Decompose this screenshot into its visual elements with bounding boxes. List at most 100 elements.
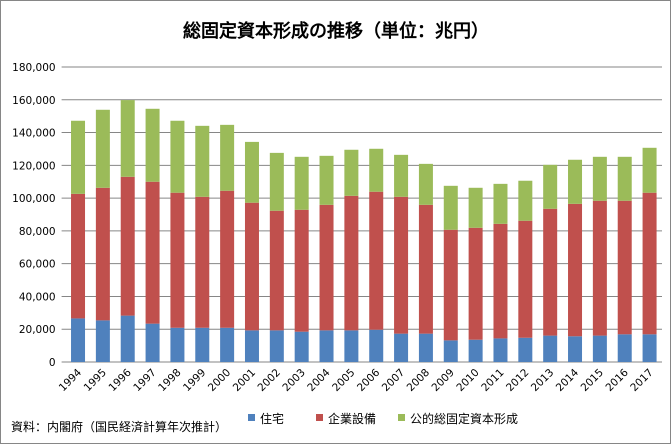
bar-segment-housing xyxy=(518,337,533,362)
bar-segment-public xyxy=(369,148,384,192)
bar-segment-corporate xyxy=(145,181,160,324)
x-tick-label: 2005 xyxy=(330,367,357,394)
y-tick-label: 140,000 xyxy=(12,128,55,140)
x-tick-label: 2001 xyxy=(231,367,258,394)
x-tick-label: 2000 xyxy=(206,367,233,394)
chart-title: 総固定資本形成の推移（単位：兆円） xyxy=(183,20,489,42)
bar-segment-corporate xyxy=(642,192,657,335)
bar-segment-public xyxy=(170,120,185,193)
bar-segment-housing xyxy=(71,318,86,362)
bar-segment-corporate xyxy=(418,204,433,334)
y-tick-label: 40,000 xyxy=(19,291,56,303)
legend-label: 企業設備 xyxy=(328,411,376,426)
x-tick-label: 2007 xyxy=(380,367,407,394)
bar-segment-housing xyxy=(543,335,558,362)
bar-segment-housing xyxy=(344,330,359,362)
y-tick-label: 80,000 xyxy=(19,226,56,238)
bar-segment-public xyxy=(195,125,210,197)
bar-segment-public xyxy=(518,180,533,221)
bar-segment-public xyxy=(543,164,558,209)
bar-segment-corporate xyxy=(493,223,508,339)
bar-segment-corporate xyxy=(518,220,533,338)
bar-segment-corporate xyxy=(244,202,259,331)
bar-segment-housing xyxy=(195,327,210,362)
bar-segment-corporate xyxy=(617,200,632,335)
bar-segment-housing xyxy=(269,330,284,362)
bar-segment-public xyxy=(592,156,607,201)
bar-segment-housing xyxy=(294,331,309,362)
bar-segment-public xyxy=(617,156,632,201)
x-tick-label: 2015 xyxy=(579,367,606,394)
x-tick-label: 2016 xyxy=(603,366,631,394)
bar-segment-housing xyxy=(617,334,632,362)
y-tick-label: 120,000 xyxy=(12,160,55,172)
bar-segment-public xyxy=(443,185,458,230)
y-tick-label: 20,000 xyxy=(19,324,56,336)
bar-segment-housing xyxy=(244,330,259,362)
x-tick-label: 1995 xyxy=(82,367,109,394)
bar-segment-housing xyxy=(369,329,384,362)
bar-segment-housing xyxy=(418,333,433,362)
bar-segment-public xyxy=(568,159,583,204)
bar-segment-public xyxy=(71,120,86,194)
bar-segment-housing xyxy=(493,338,508,362)
bar-segment-corporate xyxy=(468,227,483,340)
x-tick-label: 2006 xyxy=(355,366,383,394)
bar-segment-public xyxy=(468,187,483,228)
bar-segment-corporate xyxy=(543,208,558,336)
source-note: 資料：内閣府（国民経済計算年次推計） xyxy=(11,419,227,434)
bar-segment-public xyxy=(244,141,259,203)
bar-segment-housing xyxy=(319,330,334,362)
x-tick-label: 2009 xyxy=(430,367,457,394)
bar-segment-corporate xyxy=(170,192,185,328)
bar-segment-public xyxy=(294,156,309,210)
bar-segment-public xyxy=(344,149,359,196)
legend-swatch xyxy=(398,414,405,421)
legend-swatch xyxy=(248,414,255,421)
x-tick-label: 1999 xyxy=(181,367,208,394)
bar-segment-housing xyxy=(220,327,235,362)
x-tick-label: 1994 xyxy=(57,366,85,394)
bar-segment-public xyxy=(95,109,110,188)
bar-segment-corporate xyxy=(71,193,86,319)
y-tick-label: 60,000 xyxy=(19,259,56,271)
bar-segment-housing xyxy=(120,315,135,362)
bar-segment-corporate xyxy=(592,200,607,336)
bar-segment-corporate xyxy=(344,195,359,331)
bar-segment-housing xyxy=(443,340,458,362)
x-tick-label: 2002 xyxy=(256,367,283,394)
y-tick-label: 0 xyxy=(49,357,56,369)
bar-segment-public xyxy=(319,155,334,205)
x-tick-label: 2013 xyxy=(529,367,556,394)
y-tick-label: 180,000 xyxy=(12,62,55,74)
x-tick-label: 2003 xyxy=(280,367,307,394)
bar-segment-public xyxy=(642,147,657,193)
bar-segment-housing xyxy=(170,327,185,362)
x-tick-label: 1996 xyxy=(106,366,134,394)
x-tick-label: 2010 xyxy=(454,367,481,394)
bar-segment-public xyxy=(120,100,135,177)
x-tick-label: 1998 xyxy=(156,367,183,394)
x-tick-label: 2012 xyxy=(504,367,531,394)
x-tick-label: 1997 xyxy=(131,367,158,394)
bar-segment-corporate xyxy=(319,204,334,331)
bar-segment-corporate xyxy=(195,196,210,328)
bar-segment-corporate xyxy=(220,190,235,328)
bar-segment-corporate xyxy=(294,209,309,332)
bar-segment-public xyxy=(493,183,508,224)
bar-segment-housing xyxy=(642,334,657,362)
x-tick-label: 2004 xyxy=(305,366,333,394)
bar-segment-housing xyxy=(95,320,110,362)
legend-swatch xyxy=(316,414,323,421)
bar-segment-public xyxy=(269,152,284,211)
legend-label: 住宅 xyxy=(260,411,284,426)
y-tick-label: 160,000 xyxy=(12,95,55,107)
legend-label: 公的総固定資本形成 xyxy=(410,411,518,426)
bar-segment-corporate xyxy=(443,229,458,341)
bar-segment-corporate xyxy=(269,210,284,331)
bar-segment-housing xyxy=(394,333,409,362)
x-tick-label: 2011 xyxy=(479,367,506,394)
bar-segment-public xyxy=(145,108,160,182)
